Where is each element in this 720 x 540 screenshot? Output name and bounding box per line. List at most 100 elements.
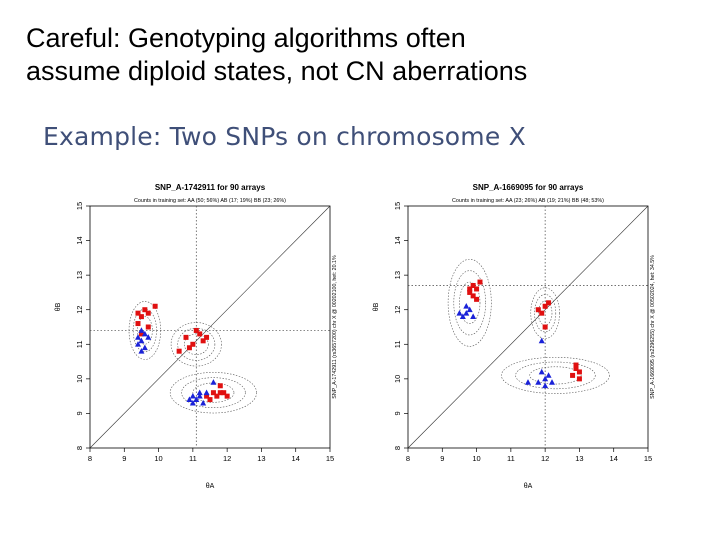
x-tick-label: 10 bbox=[472, 454, 480, 463]
blue-triangle-point bbox=[210, 379, 217, 385]
x-tick-label: 14 bbox=[292, 454, 300, 463]
blue-triangle-point bbox=[193, 396, 200, 402]
y-axis-label: θB bbox=[373, 302, 380, 311]
red-square-point bbox=[200, 338, 206, 344]
red-square-point bbox=[467, 286, 473, 292]
scatter-plot-right: SNP_A-1669095 for 90 arrays Counts in tra… bbox=[373, 183, 656, 490]
y-tick-label: 12 bbox=[393, 306, 402, 314]
blue-triangle-point bbox=[135, 334, 141, 340]
x-tick-label: 11 bbox=[189, 454, 197, 463]
red-square-point bbox=[214, 393, 220, 399]
blue-triangle-point bbox=[189, 392, 196, 399]
blue-triangle-point bbox=[525, 379, 531, 385]
chart-counts-subtitle: Counts in training set: AA (50; 56%) AB … bbox=[134, 198, 286, 204]
red-square-point bbox=[204, 334, 210, 340]
blue-triangle-point bbox=[141, 330, 148, 337]
red-square-point bbox=[576, 369, 582, 375]
cluster-contour bbox=[530, 287, 560, 339]
cluster-contour bbox=[183, 333, 209, 355]
genotype-cluster bbox=[169, 372, 257, 414]
blue-triangle-point bbox=[545, 372, 552, 378]
cluster-contour bbox=[137, 316, 153, 345]
blue-triangle-point bbox=[535, 379, 542, 385]
chart-title: SNP_A-1742911 for 90 arrays bbox=[155, 183, 266, 192]
plot-frame bbox=[407, 205, 649, 449]
red-square-point bbox=[142, 307, 148, 313]
blue-triangle-point bbox=[463, 303, 470, 309]
red-square-point bbox=[135, 310, 141, 316]
genotype-cluster bbox=[447, 258, 492, 347]
blue-triangle-point bbox=[200, 399, 207, 406]
blue-triangle-point bbox=[459, 313, 466, 320]
x-tick-label: 8 bbox=[88, 454, 92, 463]
y-tick-label: 11 bbox=[75, 340, 84, 348]
y-tick-label: 13 bbox=[393, 271, 402, 279]
red-square-point bbox=[535, 307, 541, 313]
example-subtitle: Example: Two SNPs on chromosome X bbox=[43, 122, 526, 151]
y-tick-label: 14 bbox=[75, 236, 84, 244]
red-square-point bbox=[176, 348, 182, 354]
x-tick-label: 13 bbox=[575, 454, 583, 463]
red-square-point bbox=[138, 314, 144, 320]
cluster-contour bbox=[501, 356, 610, 394]
red-square-point bbox=[193, 327, 199, 333]
y-tick-label: 14 bbox=[393, 236, 402, 244]
cluster-contour bbox=[459, 281, 481, 324]
y-tick-label: 8 bbox=[393, 446, 402, 450]
blue-triangle-point bbox=[138, 327, 145, 333]
red-square-point bbox=[207, 397, 213, 403]
red-square-point bbox=[190, 341, 196, 347]
blue-triangle-point bbox=[189, 399, 196, 406]
blue-triangle-point bbox=[456, 309, 463, 316]
scatter-plot-left: SNP_A-1742911 for 90 arrays Counts in tra… bbox=[55, 183, 338, 490]
red-square-point bbox=[221, 390, 227, 396]
blue-triangle-point bbox=[542, 375, 549, 382]
blue-triangle-point bbox=[203, 389, 210, 396]
red-square-point bbox=[576, 376, 582, 382]
x-tick-label: 12 bbox=[223, 454, 231, 463]
red-square-point bbox=[217, 383, 223, 389]
cluster-contour bbox=[128, 301, 161, 360]
slide-title-line-1: Careful: Genotyping algorithms often bbox=[26, 23, 466, 53]
red-square-point bbox=[135, 321, 141, 327]
red-square-point bbox=[138, 331, 144, 337]
blue-triangle-point bbox=[138, 337, 145, 344]
x-tick-label: 12 bbox=[541, 454, 549, 463]
blue-triangle-point bbox=[145, 334, 152, 340]
red-square-point bbox=[183, 334, 189, 340]
x-tick-label: 14 bbox=[610, 454, 618, 463]
red-square-point bbox=[542, 324, 548, 330]
x-axis-label: θA bbox=[206, 483, 215, 490]
diagonal-line bbox=[407, 205, 649, 449]
blue-triangle-point bbox=[470, 313, 477, 320]
y-tick-label: 13 bbox=[75, 271, 84, 279]
blue-triangle-point bbox=[463, 309, 470, 316]
x-tick-label: 15 bbox=[326, 454, 334, 463]
red-square-point bbox=[217, 390, 223, 396]
blue-triangle-point bbox=[141, 344, 148, 351]
red-square-point bbox=[145, 310, 151, 316]
red-square-point bbox=[186, 345, 192, 351]
slide-title: Careful: Genotyping algorithms often ass… bbox=[26, 22, 706, 88]
side-annotation: SNP_A-1669095 (rs2296255) chr X @ 005020… bbox=[650, 255, 656, 399]
diagonal-line bbox=[89, 205, 331, 449]
plot-frame bbox=[89, 205, 331, 449]
y-tick-label: 10 bbox=[75, 375, 84, 383]
red-square-point bbox=[539, 310, 545, 316]
red-square-point bbox=[570, 372, 576, 378]
x-axis-label: θA bbox=[524, 483, 533, 490]
cluster-contour bbox=[534, 294, 557, 333]
red-square-point bbox=[474, 286, 480, 292]
x-tick-label: 15 bbox=[644, 454, 652, 463]
red-square-point bbox=[152, 303, 158, 309]
side-annotation: SNP_A-1742911 (rs3657200) chr X @ 002021… bbox=[332, 255, 338, 399]
genotype-cluster bbox=[128, 301, 161, 360]
blue-triangle-point bbox=[196, 389, 203, 396]
cluster-contour bbox=[515, 361, 596, 390]
blue-triangle-point bbox=[466, 306, 473, 313]
blue-triangle-point bbox=[549, 379, 555, 385]
x-tick-label: 9 bbox=[440, 454, 444, 463]
genotype-cluster bbox=[501, 356, 610, 394]
y-tick-label: 8 bbox=[75, 446, 84, 450]
red-square-point bbox=[467, 289, 473, 295]
